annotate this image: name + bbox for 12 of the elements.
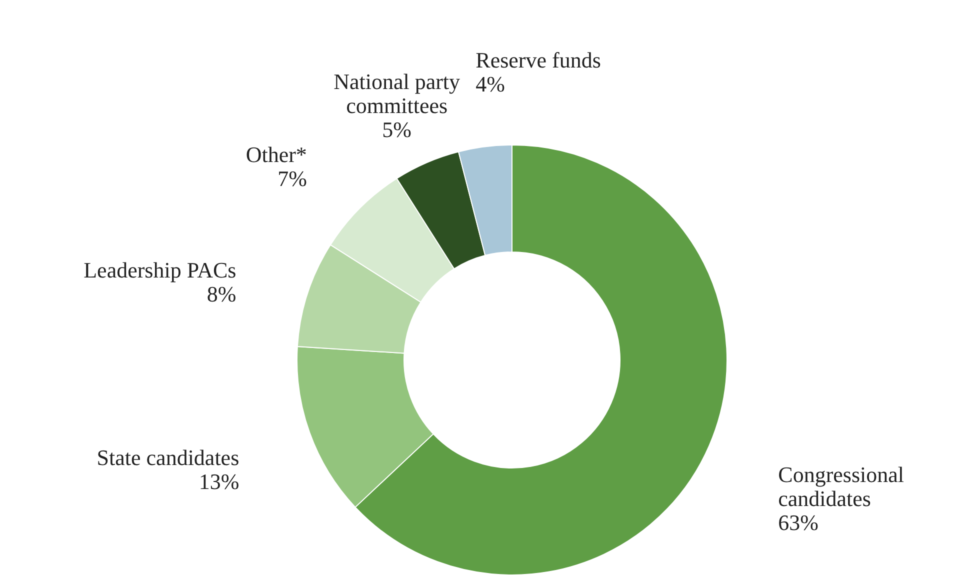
slice-label: Reserve funds bbox=[476, 47, 601, 72]
data-label: 63% bbox=[778, 510, 818, 536]
slice-label: Other* bbox=[246, 142, 307, 167]
data-label: 5% bbox=[382, 116, 412, 142]
data-label: 7% bbox=[278, 166, 307, 191]
data-label: 4% bbox=[476, 71, 505, 96]
data-label: 13% bbox=[198, 469, 240, 494]
slice-label: Leadership PACs bbox=[84, 257, 236, 282]
slice-label: State candidates bbox=[96, 445, 240, 470]
slice-label: Congressional candidates bbox=[778, 462, 904, 512]
slice-label: National party committees bbox=[334, 68, 460, 118]
data-label: 8% bbox=[206, 281, 236, 306]
